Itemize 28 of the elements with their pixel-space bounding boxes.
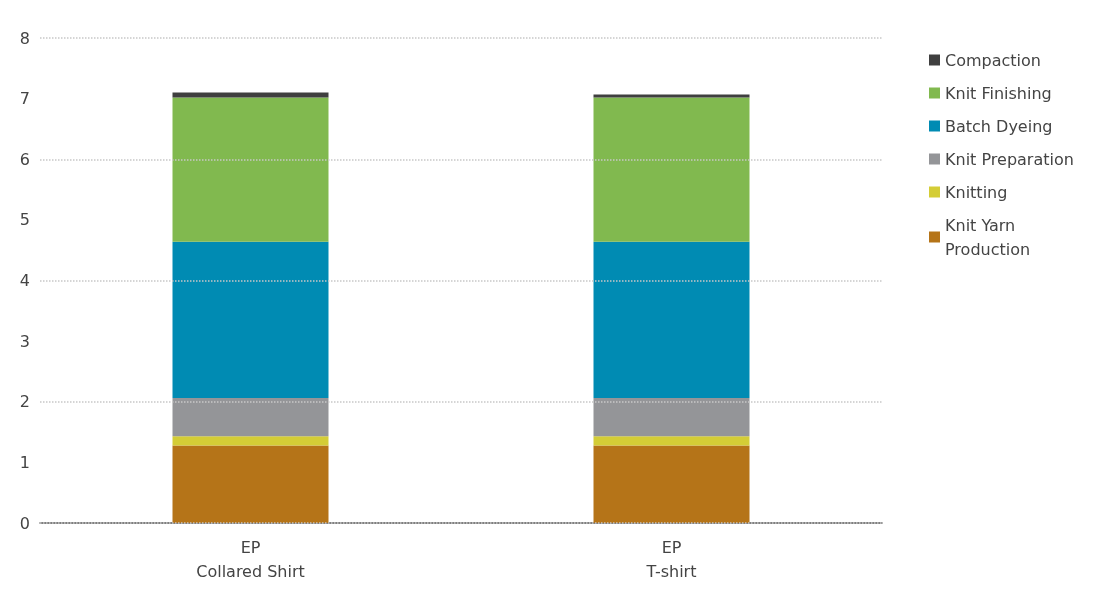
y-tick-label: 3 <box>19 331 30 351</box>
legend-label: Compaction <box>945 50 1041 70</box>
bar <box>172 241 329 399</box>
bar <box>172 97 329 242</box>
y-tick-label: 5 <box>19 210 30 230</box>
legend-label: Batch Dyeing <box>945 116 1053 136</box>
y-tick-label: 7 <box>19 89 30 109</box>
x-tick-label: EP T-shirt <box>645 537 697 581</box>
y-tick-label: 4 <box>19 271 30 290</box>
y-tick-label: 1 <box>19 452 30 472</box>
bar <box>593 398 750 437</box>
bar <box>172 398 329 437</box>
bar <box>593 94 750 98</box>
legend-label: Knitting <box>945 182 1008 202</box>
bar <box>593 445 750 523</box>
y-tick-label: 2 <box>19 392 30 412</box>
bar <box>593 241 750 399</box>
y-tick-label: 0 <box>19 513 30 533</box>
bar <box>172 436 329 446</box>
legend-label: Knit Yarn Production <box>945 215 1031 259</box>
legend-label: Knit Preparation <box>945 149 1074 169</box>
bar <box>172 445 329 523</box>
bar <box>593 97 750 242</box>
y-tick-label: 6 <box>19 149 30 169</box>
legend-label: Knit Finishing <box>945 83 1052 103</box>
y-tick-label: 8 <box>19 28 30 48</box>
bar <box>593 436 750 446</box>
x-tick-label: EP Collared Shirt <box>196 537 305 581</box>
